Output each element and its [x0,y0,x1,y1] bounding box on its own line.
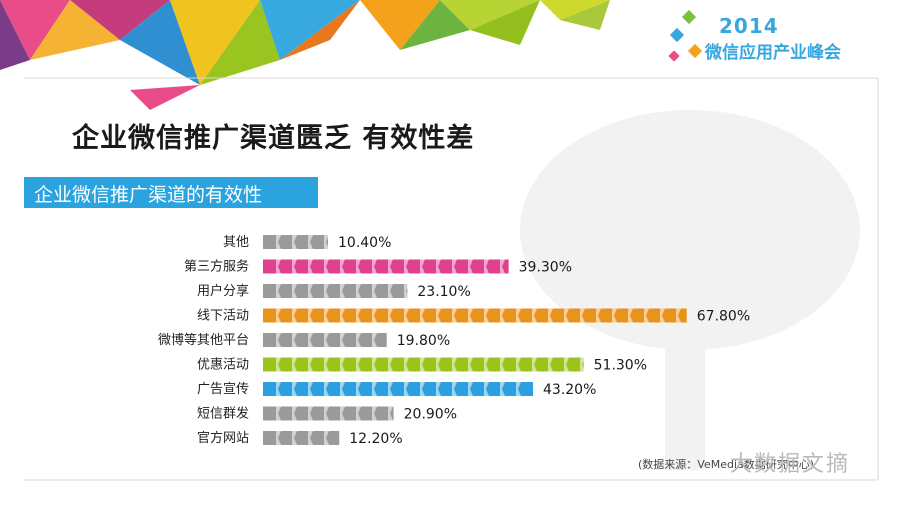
bar [263,259,509,274]
bar [263,382,533,396]
value-label: 43.20% [543,382,596,398]
bar [263,235,329,249]
value-label: 23.10% [417,284,470,300]
subtitle-banner [24,177,318,208]
bar [263,284,409,298]
bar [263,333,387,347]
watermark: 大数据文摘 [730,452,851,477]
category-label: 广告宣传 [197,381,249,397]
data-source: (数据来源：VeMedia数据研究中心) [638,458,815,471]
category-label: 微博等其他平台 [158,332,249,348]
value-label: 20.90% [404,407,457,423]
page-title: 企业微信推广渠道匮乏 有效性差 [72,123,475,154]
category-label: 优惠活动 [197,358,249,373]
value-label: 10.40% [338,235,391,251]
logo-name: 微信应用产业峰会 [705,43,841,63]
value-label: 39.30% [519,260,572,276]
category-label: 第三方服务 [184,259,249,275]
chart-subtitle: 企业微信推广渠道的有效性 [34,184,263,206]
value-label: 67.80% [697,309,750,325]
bar [263,357,585,372]
category-label: 用户分享 [197,283,249,299]
bar [263,308,687,323]
value-label: 51.30% [594,358,647,374]
value-label: 12.20% [349,431,402,447]
logo-year: 2014 [719,14,779,38]
bar [263,406,394,421]
value-label: 19.80% [397,333,450,349]
category-label: 其他 [223,235,249,250]
category-label: 短信群发 [197,406,249,422]
bar [263,431,340,445]
category-label: 线下活动 [197,309,249,324]
category-label: 官方网站 [197,430,249,446]
